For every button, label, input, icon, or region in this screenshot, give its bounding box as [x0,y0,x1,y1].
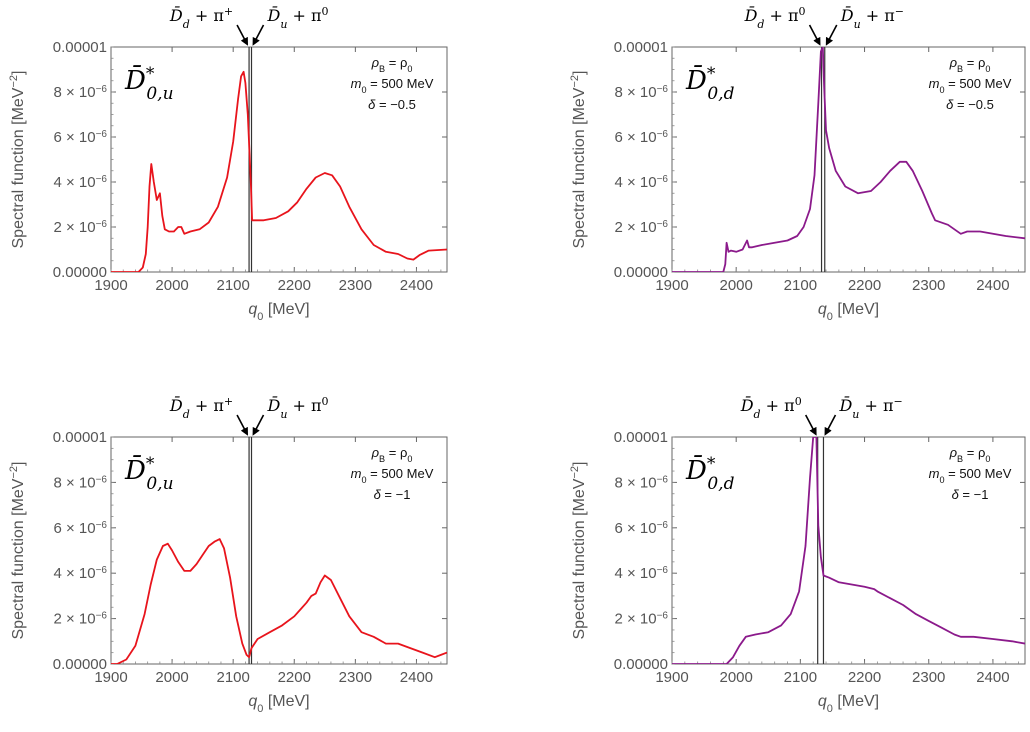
threshold-arrow [804,414,817,436]
threshold-label: D̄d + π+ [169,4,233,30]
x-axis-label: q0 [MeV] [818,301,879,323]
panel-bottom-right: 1900 2000 2100 2200 2300 2400 0.00000 2 × 10−6 4… [569,394,1026,715]
x-axis-label: q0 [MeV] [818,693,879,715]
threshold-arrow [252,414,265,436]
parameter-label: δ = −0.5 [946,97,994,112]
x-tick-label: 1900 [655,669,688,686]
x-tick-label: 2000 [155,669,188,686]
threshold-label: D̄d + π0 [744,4,806,30]
particle-label: D̄* 0,d [685,454,735,494]
parameter-label: δ = −1 [374,487,411,502]
panel-top-right: 1900 2000 2100 2200 2300 2400 0.00000 2 × 10−6 4… [569,4,1026,323]
y-tick-label: 0.00000 [614,656,668,673]
x-tick-label: 2400 [976,277,1009,294]
threshold-label: D̄d + π0 [740,394,802,420]
x-tick-label: 2100 [216,669,249,686]
threshold-label: D̄u + π− [840,4,904,30]
y-tick-label: 0.00000 [53,656,107,673]
y-tick-label: 0.00001 [53,429,107,446]
y-axis-label: Spectral function [MeV−2] [569,71,588,249]
y-tick-label: 6 × 10−6 [53,519,107,537]
threshold-arrow [824,414,837,436]
parameter-label: m0 = 500 MeV [351,466,434,485]
threshold-arrow [252,24,265,46]
threshold-arrow [825,24,838,46]
x-tick-label: 1900 [94,277,127,294]
particle-label: D̄* 0,u [124,64,174,104]
y-tick-label: 4 × 10−6 [614,565,668,583]
x-tick-label: 2400 [976,669,1009,686]
y-tick-label: 2 × 10−6 [614,610,668,628]
x-tick-label: 1900 [655,277,688,294]
panel-top-left: 1900 2000 2100 2200 2300 2400 0.00000 2 × 10−6 4… [8,4,448,323]
x-tick-label: 2000 [155,277,188,294]
x-tick-label: 2200 [848,277,881,294]
y-tick-label: 0.00000 [614,264,668,281]
spectral-function-line [725,437,1025,664]
parameter-label: ρB = ρ0 [371,55,413,74]
x-axis-label: q0 [MeV] [248,693,309,715]
y-tick-label: 6 × 10−6 [614,129,668,147]
x-tick-label: 2000 [719,277,752,294]
threshold-label: D̄u + π0 [267,4,329,30]
parameter-label: δ = −0.5 [368,97,416,112]
y-tick-label: 2 × 10−6 [614,219,668,237]
y-tick-label: 6 × 10−6 [53,129,107,147]
x-tick-label: 2300 [912,669,945,686]
x-tick-label: 2200 [278,277,311,294]
x-tick-label: 2400 [400,669,433,686]
parameter-label: ρB = ρ0 [371,445,413,464]
y-axis-label: Spectral function [MeV−2] [569,462,588,640]
parameter-label: ρB = ρ0 [949,55,991,74]
y-tick-label: 8 × 10−6 [614,474,668,492]
parameter-label: m0 = 500 MeV [351,76,434,95]
y-tick-label: 8 × 10−6 [53,474,107,492]
y-tick-label: 0.00001 [614,39,668,56]
x-tick-label: 2100 [784,277,817,294]
y-tick-label: 4 × 10−6 [53,174,107,192]
parameter-label: m0 = 500 MeV [929,466,1012,485]
threshold-label: D̄u + π0 [267,394,329,420]
x-tick-label: 2100 [216,277,249,294]
parameter-label: ρB = ρ0 [949,445,991,464]
y-tick-label: 2 × 10−6 [53,610,107,628]
spectral-function-line [722,47,1025,272]
x-tick-label: 1900 [94,669,127,686]
y-axis-label: Spectral function [MeV−2] [8,71,27,249]
parameter-label: m0 = 500 MeV [929,76,1012,95]
y-tick-label: 0.00001 [614,429,668,446]
x-tick-label: 2400 [400,277,433,294]
parameter-label: δ = −1 [952,487,989,502]
x-tick-label: 2200 [278,669,311,686]
x-axis-label: q0 [MeV] [248,301,309,323]
y-tick-label: 4 × 10−6 [614,174,668,192]
threshold-arrow [236,414,248,436]
spectral-function-line [137,70,447,272]
x-tick-label: 2300 [912,277,945,294]
x-tick-label: 2300 [339,669,372,686]
particle-label: D̄* 0,d [685,64,735,104]
threshold-label: D̄u + π− [838,394,902,420]
y-axis-label: Spectral function [MeV−2] [8,462,27,640]
spectral-function-line [116,538,447,664]
y-tick-label: 0.00000 [53,264,107,281]
y-tick-label: 6 × 10−6 [614,519,668,537]
y-tick-label: 8 × 10−6 [614,84,668,102]
y-tick-label: 2 × 10−6 [53,219,107,237]
x-tick-label: 2200 [848,669,881,686]
x-tick-label: 2300 [339,277,372,294]
threshold-arrow [236,24,248,46]
panel-bottom-left: 1900 2000 2100 2200 2300 2400 0.00000 2 × 10−6 4… [8,394,448,715]
y-tick-label: 8 × 10−6 [53,84,107,102]
particle-label: D̄* 0,u [124,454,174,494]
x-tick-label: 2000 [719,669,752,686]
threshold-label: D̄d + π+ [169,394,233,420]
y-tick-label: 4 × 10−6 [53,565,107,583]
threshold-arrow [808,24,821,46]
y-tick-label: 0.00001 [53,39,107,56]
x-tick-label: 2100 [784,669,817,686]
